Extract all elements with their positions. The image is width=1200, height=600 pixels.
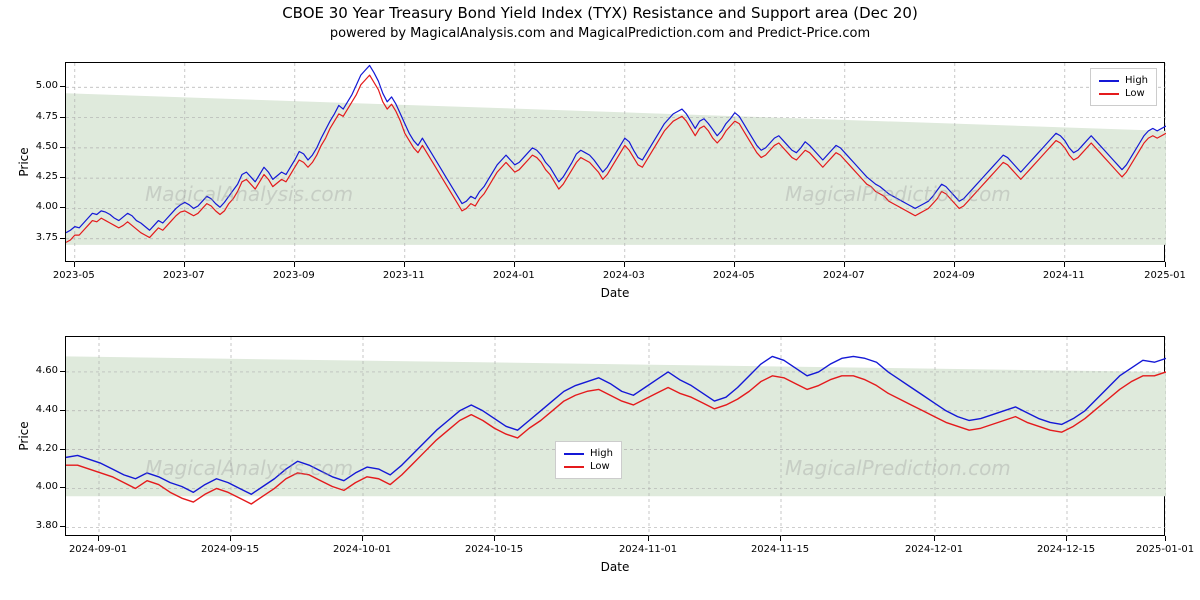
xtick-label: 2024-11-01 bbox=[619, 544, 677, 555]
legend-item: Low bbox=[1099, 88, 1148, 99]
top-legend: High Low bbox=[1090, 68, 1157, 106]
ytick-label: 4.50 bbox=[20, 141, 58, 152]
ytick-label: 4.00 bbox=[20, 481, 58, 492]
xtick-label: 2024-01 bbox=[493, 270, 535, 281]
ytick-label: 3.80 bbox=[20, 520, 58, 531]
legend-label: Low bbox=[1125, 88, 1145, 99]
xtick-label: 2025-01 bbox=[1144, 270, 1186, 281]
legend-swatch bbox=[564, 453, 584, 455]
chart-title-main: CBOE 30 Year Treasury Bond Yield Index (… bbox=[0, 4, 1200, 22]
xtick-label: 2024-11 bbox=[1043, 270, 1085, 281]
xtick-label: 2024-10-15 bbox=[465, 544, 523, 555]
xtick-label: 2023-09 bbox=[273, 270, 315, 281]
legend-label: High bbox=[1125, 75, 1148, 86]
legend-item: High bbox=[1099, 75, 1148, 86]
ytick-label: 4.25 bbox=[20, 171, 58, 182]
top-chart-plot-area bbox=[65, 62, 1165, 262]
xtick-label: 2024-03 bbox=[603, 270, 645, 281]
legend-item: Low bbox=[564, 461, 613, 472]
legend-label: High bbox=[590, 448, 613, 459]
xtick-label: 2024-07 bbox=[823, 270, 865, 281]
chart-title-sub: powered by MagicalAnalysis.com and Magic… bbox=[0, 26, 1200, 41]
ytick-label: 4.00 bbox=[20, 201, 58, 212]
xtick-label: 2023-07 bbox=[163, 270, 205, 281]
xtick-label: 2024-09-01 bbox=[69, 544, 127, 555]
ytick-label: 3.75 bbox=[20, 232, 58, 243]
bottom-chart-svg bbox=[66, 337, 1166, 537]
legend-label: Low bbox=[590, 461, 610, 472]
xtick-label: 2024-11-15 bbox=[751, 544, 809, 555]
xtick-label: 2024-12-15 bbox=[1037, 544, 1095, 555]
bottom-xlabel: Date bbox=[65, 560, 1165, 574]
bottom-chart-plot-area bbox=[65, 336, 1165, 536]
top-xlabel: Date bbox=[65, 286, 1165, 300]
xtick-label: 2024-10-01 bbox=[333, 544, 391, 555]
bottom-legend: High Low bbox=[555, 441, 622, 479]
ytick-label: 4.60 bbox=[20, 365, 58, 376]
xtick-label: 2025-01-01 bbox=[1136, 544, 1194, 555]
legend-swatch bbox=[1099, 80, 1119, 82]
xtick-label: 2023-11 bbox=[383, 270, 425, 281]
xtick-label: 2024-12-01 bbox=[905, 544, 963, 555]
legend-swatch bbox=[1099, 93, 1119, 95]
ytick-label: 4.75 bbox=[20, 111, 58, 122]
legend-item: High bbox=[564, 448, 613, 459]
top-chart-svg bbox=[66, 63, 1166, 263]
ytick-label: 5.00 bbox=[20, 80, 58, 91]
ytick-label: 4.40 bbox=[20, 404, 58, 415]
ytick-label: 4.20 bbox=[20, 443, 58, 454]
legend-swatch bbox=[564, 466, 584, 468]
xtick-label: 2023-05 bbox=[53, 270, 95, 281]
xtick-label: 2024-09-15 bbox=[201, 544, 259, 555]
xtick-label: 2024-05 bbox=[713, 270, 755, 281]
xtick-label: 2024-09 bbox=[933, 270, 975, 281]
